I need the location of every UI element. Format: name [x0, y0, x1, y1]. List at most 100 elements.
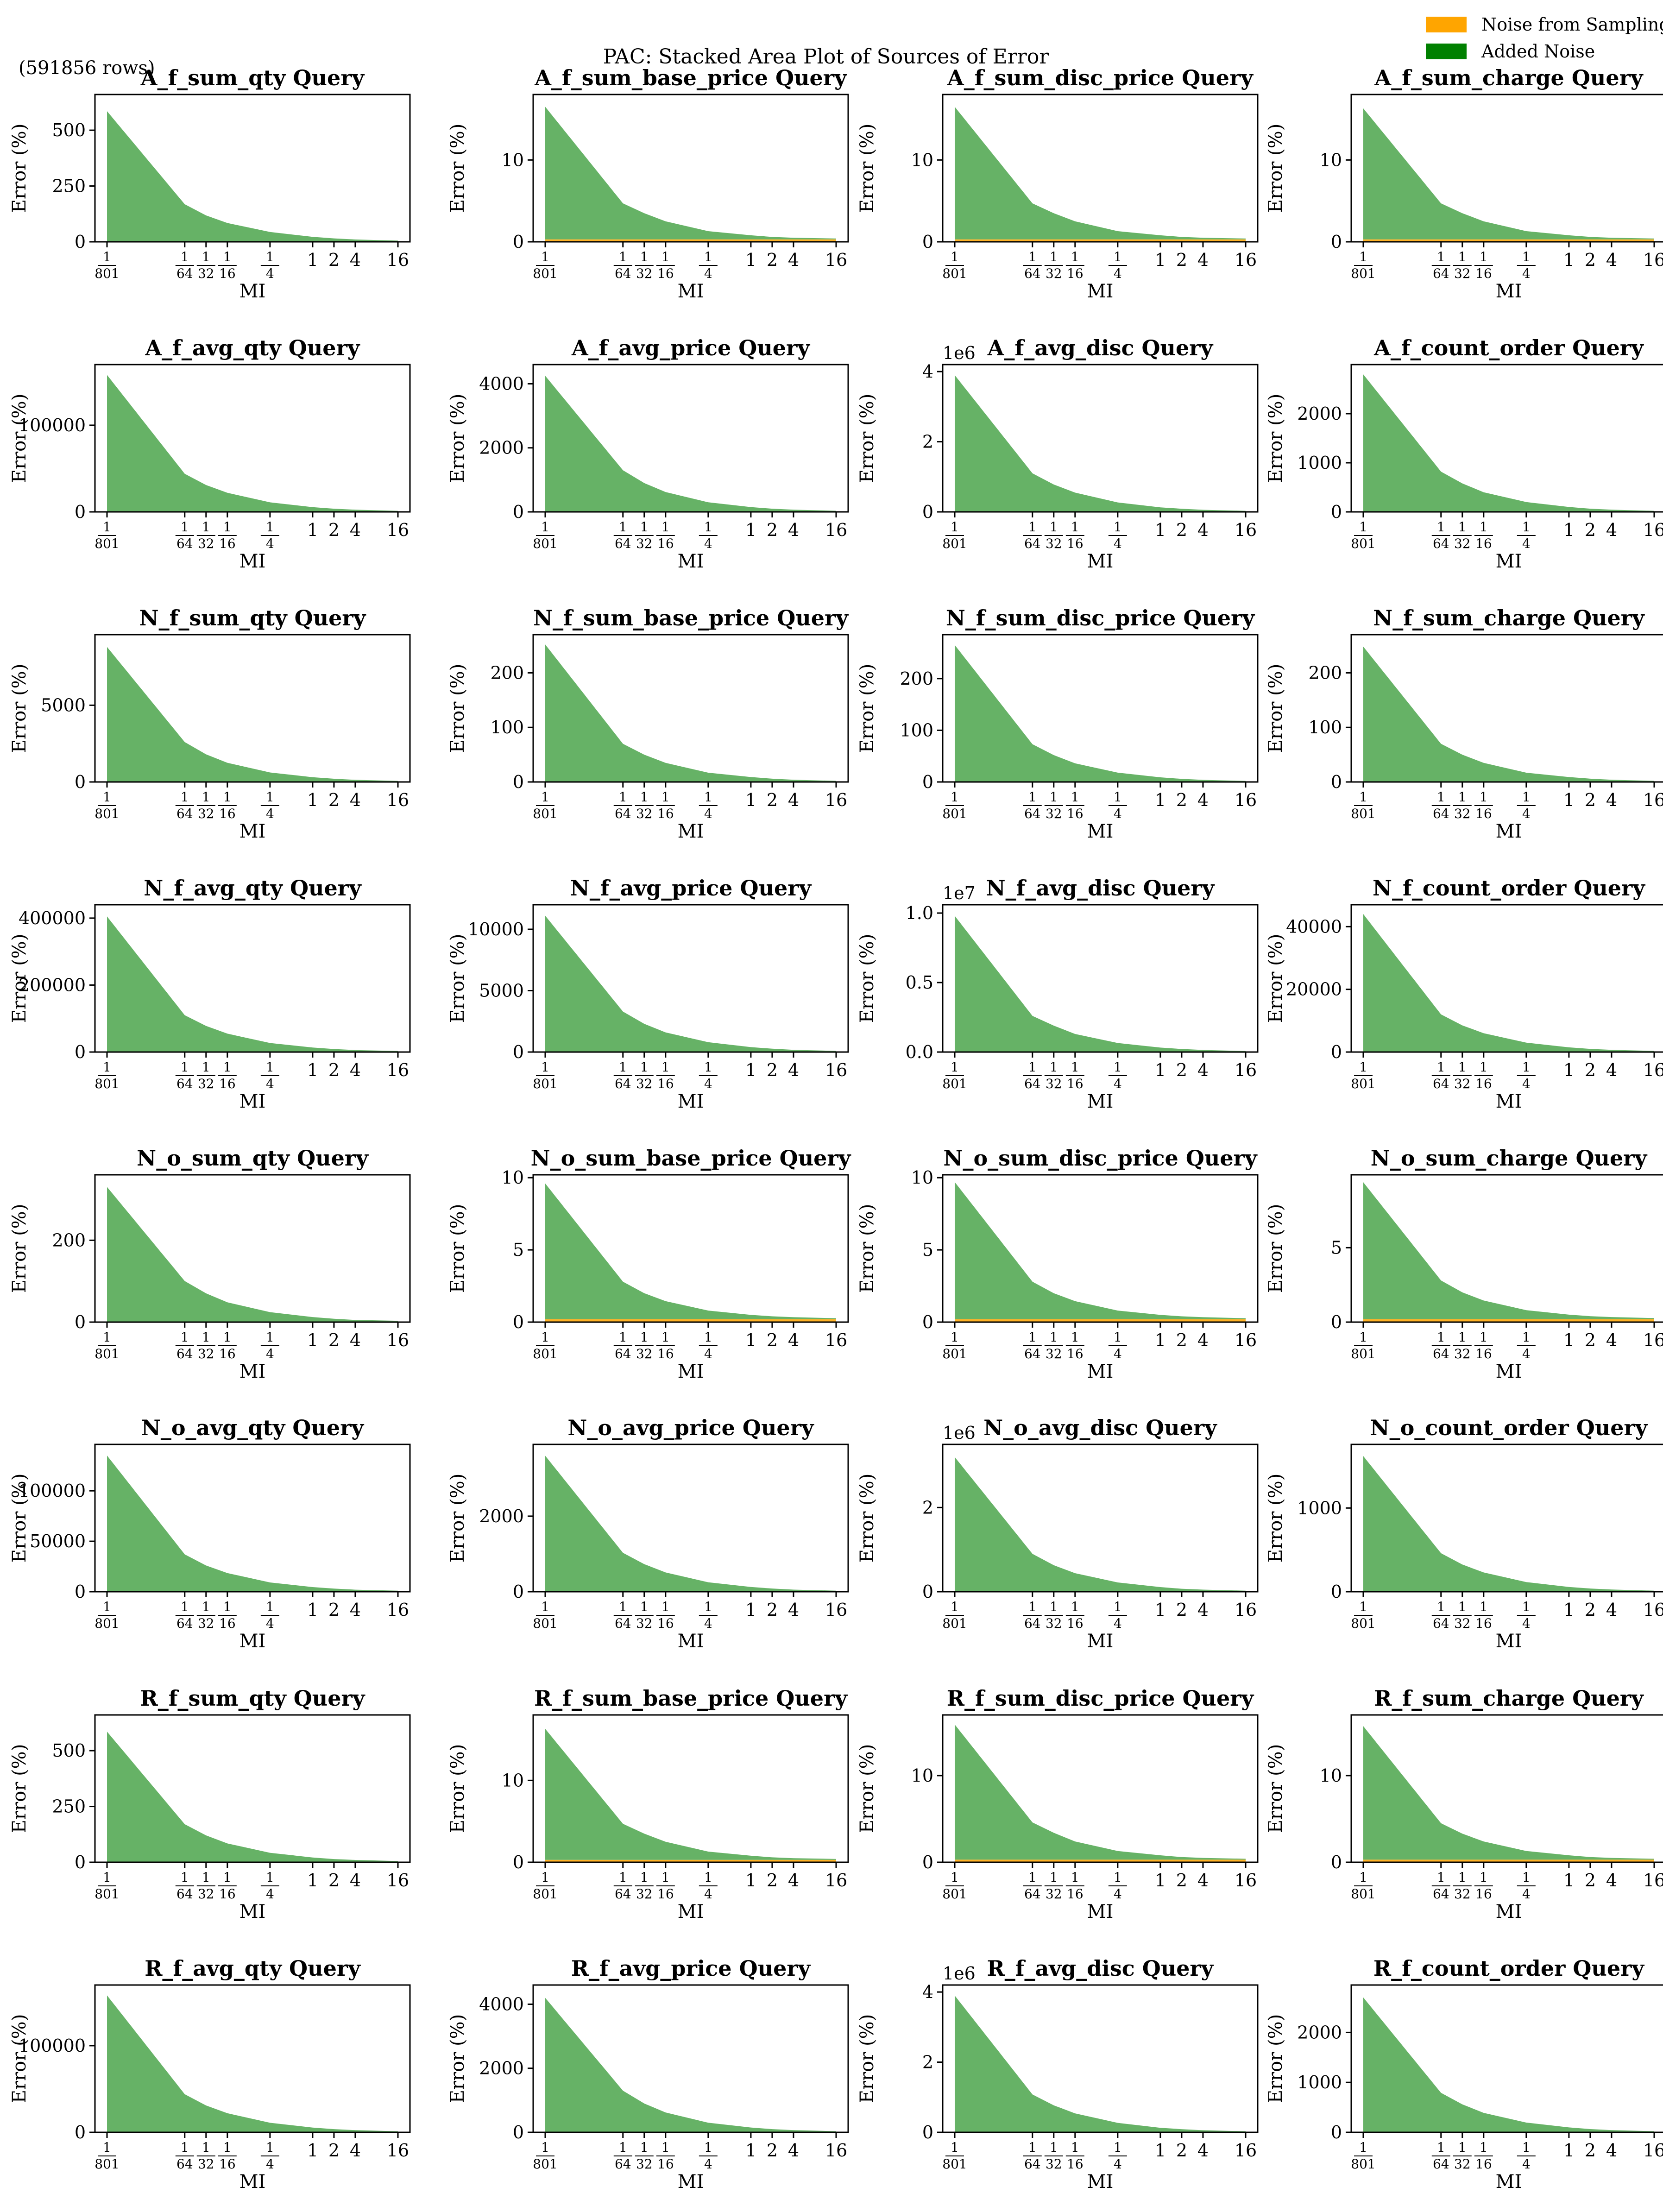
x-tick-denominator: 16	[1475, 536, 1492, 551]
subplot-title: R_f_sum_base_price Query	[534, 1686, 848, 1711]
x-tick-label: 116	[1065, 789, 1084, 821]
x-tick-denominator: 4	[266, 2156, 274, 2172]
x-tick-label: 4	[1197, 520, 1209, 540]
axes-frame	[532, 94, 849, 243]
x-tick-denominator: 4	[1522, 536, 1531, 551]
x-tick-numerator: 1	[640, 1870, 649, 1885]
x-tick-label: 1	[1563, 1600, 1575, 1620]
x-axis-label: MI	[678, 821, 704, 842]
x-tick-numerator: 1	[1522, 249, 1531, 265]
x-tick-label: 14	[1108, 249, 1127, 281]
x-tick-label: 14	[699, 1059, 718, 1091]
x-tick-numerator: 1	[202, 1330, 210, 1345]
x-tick-denominator: 4	[1114, 806, 1122, 821]
y-axis-label: Error (%)	[857, 934, 878, 1023]
x-tick-numerator: 1	[1359, 519, 1367, 535]
x-tick-denominator: 4	[704, 1346, 712, 1361]
x-tick-label: 14	[1517, 1059, 1536, 1091]
x-tick-denominator: 16	[1067, 806, 1083, 821]
x-tick-denominator: 32	[1454, 1346, 1471, 1361]
x-tick-denominator: 801	[94, 1076, 119, 1091]
x-tick-denominator: 16	[1475, 266, 1492, 281]
x-tick-numerator: 1	[661, 1330, 670, 1345]
x-tick-denominator: 64	[1433, 806, 1449, 821]
subplot-title: N_f_avg_price Query	[570, 876, 812, 901]
x-tick-denominator: 16	[1475, 1886, 1492, 1902]
x-axis-label: MI	[678, 551, 704, 572]
y-axis-label: Error (%)	[1265, 2014, 1286, 2104]
x-tick-denominator: 16	[1067, 266, 1083, 281]
y-axis-label: Error (%)	[447, 664, 468, 753]
y-tick-label: 5	[922, 1240, 933, 1260]
y-axis-label: Error (%)	[9, 394, 30, 483]
x-tick-denominator: 32	[198, 266, 214, 281]
y-axis-label: Error (%)	[447, 934, 468, 1023]
axes-frame	[1350, 1174, 1663, 1323]
y-tick-label: 0.5	[906, 972, 933, 993]
x-tick-numerator: 1	[1050, 519, 1058, 535]
x-tick-denominator: 64	[1024, 536, 1041, 551]
x-tick-denominator: 32	[1046, 2156, 1062, 2172]
x-tick-denominator: 64	[176, 536, 193, 551]
x-tick-label: 14	[699, 519, 718, 551]
x-tick-denominator: 16	[1067, 536, 1083, 551]
y-axis-label: Error (%)	[857, 394, 878, 483]
x-tick-label: 14	[699, 1870, 718, 1902]
x-tick-numerator: 1	[1480, 1599, 1488, 1614]
x-tick-label: 132	[1453, 249, 1472, 281]
x-tick-denominator: 4	[1114, 536, 1122, 551]
y-tick-label: 5	[1331, 1237, 1342, 1258]
area-added-noise	[107, 111, 398, 242]
y-tick-label: 0	[75, 232, 86, 252]
x-tick-label: 116	[656, 1599, 675, 1631]
x-tick-denominator: 64	[615, 536, 631, 551]
x-tick-denominator: 64	[176, 2156, 193, 2172]
x-tick-label: 132	[1044, 1599, 1063, 1631]
x-axis-label: MI	[1496, 1091, 1522, 1112]
x-tick-denominator: 4	[704, 1076, 712, 1091]
x-axis-label: MI	[239, 821, 266, 842]
x-tick-label: 116	[218, 2140, 237, 2172]
figure-title: PAC: Stacked Area Plot of Sources of Err…	[603, 45, 1050, 69]
y-axis-label: Error (%)	[9, 2014, 30, 2104]
x-tick-label: 16	[825, 250, 847, 270]
x-tick-label: 4	[350, 1600, 361, 1620]
y-tick-label: 1.0	[906, 903, 933, 923]
x-tick-label: 4	[350, 1870, 361, 1891]
x-tick-label: 1	[1563, 520, 1575, 540]
x-tick-denominator: 64	[615, 806, 631, 821]
y-offset-label: 1e6	[943, 1423, 976, 1443]
x-tick-numerator: 1	[103, 1059, 111, 1075]
y-tick-label: 2000	[1297, 2022, 1342, 2042]
x-tick-denominator: 64	[176, 1076, 193, 1091]
x-tick-numerator: 1	[1359, 789, 1367, 805]
x-tick-denominator: 4	[266, 1346, 274, 1361]
x-axis-label: MI	[1087, 1901, 1114, 1922]
y-axis-label: Error (%)	[9, 1474, 30, 1563]
x-tick-numerator: 1	[223, 519, 232, 535]
subplot-title: N_o_avg_disc Query	[983, 1415, 1217, 1440]
x-axis-label: MI	[1496, 1631, 1522, 1652]
x-tick-label: 14	[1108, 1330, 1127, 1361]
x-tick-numerator: 1	[1359, 1059, 1367, 1075]
x-tick-numerator: 1	[951, 2140, 959, 2155]
x-tick-numerator: 1	[704, 2140, 712, 2155]
x-tick-label: 116	[1474, 249, 1493, 281]
axes-frame	[532, 634, 849, 783]
area-added-noise	[955, 645, 1246, 782]
x-tick-numerator: 1	[640, 1330, 649, 1345]
x-tick-denominator: 801	[533, 536, 557, 551]
x-tick-label: 14	[1108, 789, 1127, 821]
x-tick-numerator: 1	[266, 519, 274, 535]
x-axis-label: MI	[239, 1901, 266, 1922]
x-tick-numerator: 1	[202, 1059, 210, 1075]
